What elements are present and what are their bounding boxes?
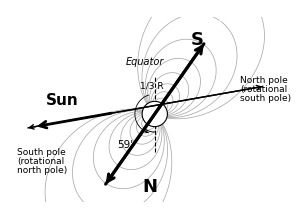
Text: S: S xyxy=(191,30,204,49)
Text: Equator: Equator xyxy=(125,57,164,67)
Text: (rotational: (rotational xyxy=(240,85,287,94)
Text: South pole: South pole xyxy=(17,148,66,157)
Text: 1/3 R: 1/3 R xyxy=(140,82,163,91)
Text: south pole): south pole) xyxy=(240,94,291,103)
Text: north pole): north pole) xyxy=(17,166,67,175)
Text: N: N xyxy=(142,178,157,196)
Text: 59': 59' xyxy=(117,140,133,150)
Text: Sun: Sun xyxy=(46,94,79,108)
Text: (rotational: (rotational xyxy=(17,157,64,166)
Text: North pole: North pole xyxy=(240,76,288,85)
Ellipse shape xyxy=(142,101,167,127)
